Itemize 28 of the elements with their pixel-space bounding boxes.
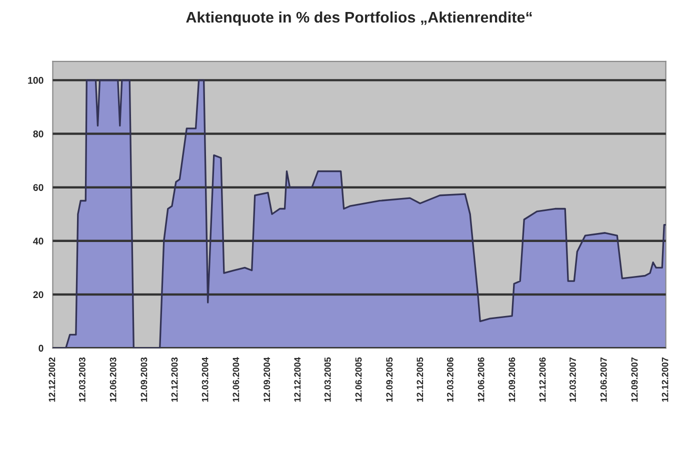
x-tick-label: 12.12.2003 (171, 357, 178, 402)
x-tick-label: 12.12.2005 (416, 357, 424, 402)
x-tick-label: 12.06.2007 (600, 357, 607, 402)
y-tick-label: 80 (33, 130, 44, 138)
x-tick-label: 12.03.2004 (202, 357, 208, 402)
x-tick-label: 12.03.2007 (570, 357, 576, 402)
x-tick-label: 12.06.2005 (355, 357, 362, 402)
chart-title: Aktienquote in % des Portfolios „Aktienrendite“ (186, 11, 532, 26)
y-tick-label: 20 (33, 291, 44, 298)
x-tick-label: 12.06.2006 (478, 357, 484, 402)
x-tick-label: 12.03.2006 (446, 357, 454, 402)
x-tick-label: 12.12.2007 (662, 357, 668, 402)
x-tick-label: 12.09.2006 (508, 357, 516, 402)
x-tick-label: 12.03.2005 (324, 357, 331, 402)
x-tick-label: 12.06.2004 (232, 357, 240, 402)
x-tick-label: 12.06.2003 (110, 357, 116, 402)
x-tick-label: 12.09.2003 (140, 357, 148, 402)
y-tick-label: 0 (38, 344, 44, 352)
x-tick-label: 12.09.2007 (631, 357, 638, 402)
x-tick-label: 12.12.2002 (48, 357, 56, 402)
x-tick-label: 12.12.2006 (539, 357, 546, 402)
y-tick-label: 60 (33, 184, 44, 191)
y-tick-label: 100 (28, 76, 44, 84)
y-tick-label: 40 (33, 238, 44, 245)
x-tick-label: 12.09.2004 (264, 357, 270, 402)
x-tick-label: 12.03.2003 (78, 357, 86, 402)
x-tick-label: 12.09.2005 (386, 357, 393, 402)
x-tick-label: 12.12.2004 (294, 357, 301, 402)
